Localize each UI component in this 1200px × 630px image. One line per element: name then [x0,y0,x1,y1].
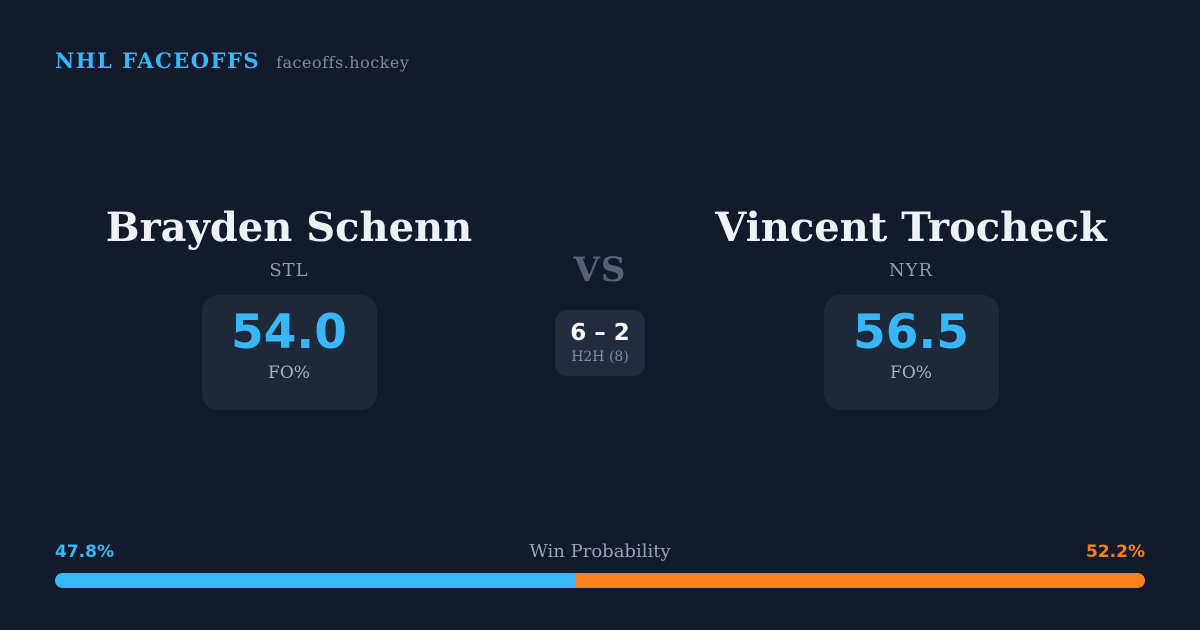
win-probability-title: Win Probability [529,541,671,562]
player-left-stat-value: 54.0 [231,305,347,360]
player-right-column: Vincent Trocheck NYR 56.5 FO% [677,205,1145,410]
vs-column: VS 6 – 2 H2H (8) [523,250,677,377]
player-right-team: NYR [888,260,934,281]
h2h-label: H2H (8) [571,349,629,366]
win-probability-left-pct: 47.8% [55,542,114,562]
h2h-chip: 6 – 2 H2H (8) [555,309,645,377]
site-url: faceoffs.hockey [276,53,410,72]
win-probability-bar-left-segment [55,573,577,588]
player-right-stat-label: FO% [890,363,932,384]
player-left-name: Brayden Schenn [105,204,473,251]
player-left-stat-card: 54.0 FO% [201,295,377,410]
player-right-name: Vincent Trocheck [715,204,1107,251]
player-left-stat-label: FO% [268,363,310,384]
player-left-team: STL [269,260,309,281]
h2h-score: 6 – 2 [570,319,630,346]
header: NHL FACEOFFS faceoffs.hockey [55,48,409,73]
win-probability-right-pct: 52.2% [1086,542,1145,562]
vs-label: VS [573,250,627,290]
win-probability-section: 47.8% Win Probability 52.2% [55,541,1145,588]
player-right-stat-card: 56.5 FO% [823,295,999,410]
win-probability-bar [55,573,1145,588]
player-right-stat-value: 56.5 [853,305,969,360]
brand-title: NHL FACEOFFS [55,48,261,73]
player-left-column: Brayden Schenn STL 54.0 FO% [55,205,523,410]
win-probability-labels: 47.8% Win Probability 52.2% [55,541,1145,562]
win-probability-bar-right-segment [576,573,1145,588]
